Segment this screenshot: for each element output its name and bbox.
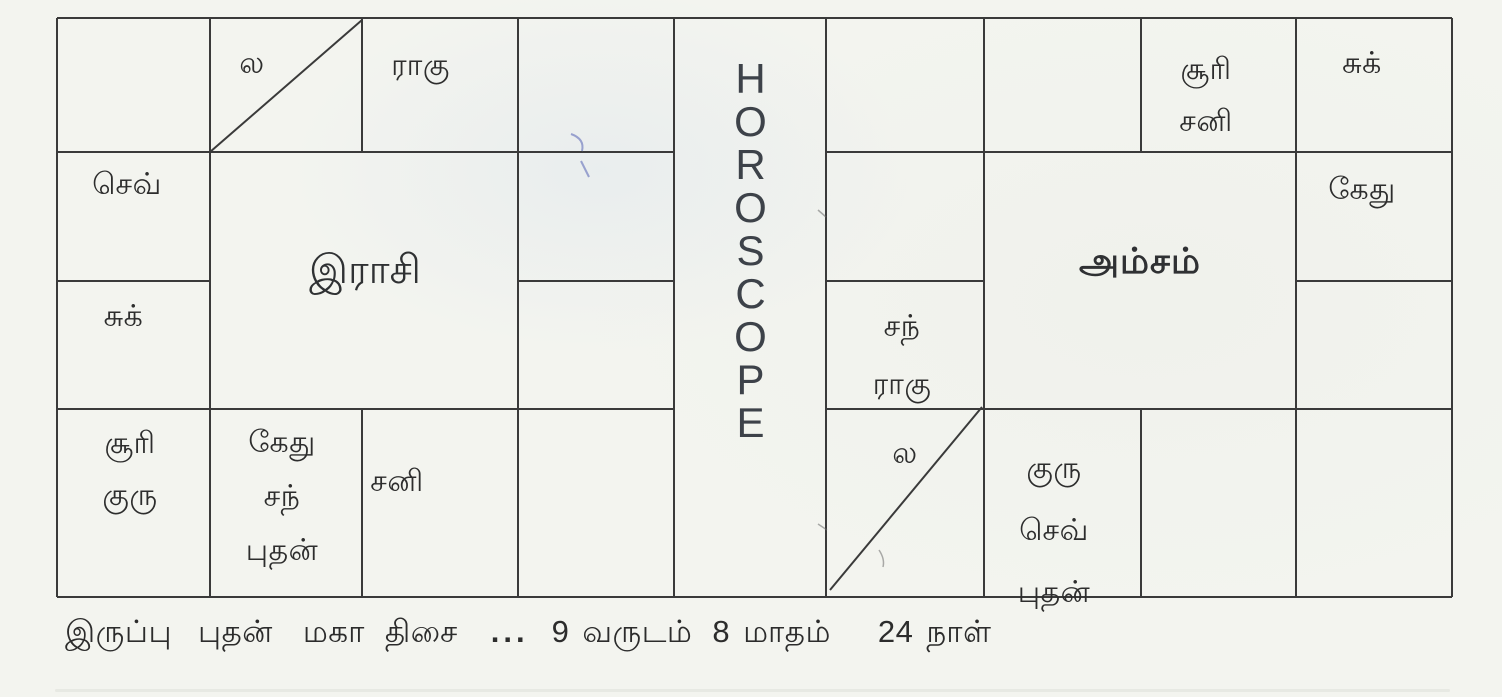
planet-label: சனி (1179, 105, 1233, 138)
pen-scribble-artifact (570, 133, 584, 152)
stray-mark-1 (817, 209, 827, 218)
amsam-chart-title: அம்சம் (1079, 240, 1201, 281)
pen-scribble-artifact-2 (580, 160, 590, 178)
footer-maha-label: மகா (302, 614, 365, 649)
rasi-cell-r1c3: ராகு (358, 46, 483, 86)
footer-months-unit: மாதம் (743, 614, 831, 649)
amsam-lagna-diagonal (829, 406, 983, 591)
scan-edge-streak (55, 689, 1450, 692)
horoscope-letter: O (734, 184, 768, 231)
planet-label: கேது (248, 426, 316, 459)
horoscope-letter: R (735, 141, 767, 188)
amsam-cell-r2c4: கேது (1306, 170, 1418, 210)
planet-label: கேது (1328, 173, 1396, 206)
rasi-cell-r4c2: கேது சந் புதன் (216, 416, 348, 578)
planet-label: புதன் (1017, 576, 1091, 609)
planet-label: செவ் (92, 168, 162, 201)
horoscope-letter: O (734, 313, 768, 360)
planet-label: சுக் (103, 300, 144, 333)
amsam-lagna-marker: ல (892, 437, 918, 470)
amsam-cell-r1c3: சூரி சனி (1152, 44, 1260, 148)
rasi-lagna-marker: ல (239, 47, 265, 80)
horoscope-letter: O (734, 98, 768, 145)
rasi-chart-title: இராசி (309, 248, 421, 292)
amsam-cell-r3c1: சந் ராகு (846, 298, 958, 414)
stray-mark-2 (817, 523, 828, 531)
rasi-cell-r3c1: சுக் (66, 297, 181, 337)
planet-label: குரு (102, 479, 158, 512)
footer-days-unit: நாள் (926, 614, 992, 649)
footer-years-unit: வருடம் (582, 614, 693, 649)
amsam-cell-r1c4: சுக் (1306, 44, 1418, 84)
horoscope-letter: S (736, 227, 766, 274)
horoscope-vertical-title: H O R O S C O P E (676, 57, 826, 444)
horoscope-letter: H (735, 55, 767, 102)
footer-dasa-planet: புதன் (198, 614, 273, 649)
planet-label: சூரி (104, 427, 156, 460)
planet-label: புதன் (245, 534, 319, 567)
rasi-cell-r2c1: செவ் (68, 165, 186, 205)
horoscope-letter: P (736, 356, 766, 403)
planet-label: சந் (883, 310, 921, 343)
rasi-lagna-diagonal (209, 19, 363, 153)
planet-label: குரு (1026, 452, 1082, 485)
footer-balance-label: இருப்பு (65, 614, 173, 649)
rasi-cell-r4c1: சூரி குரு (70, 418, 190, 522)
planet-label: செவ் (1019, 514, 1089, 547)
footer-months-value: 8 (712, 614, 731, 649)
horoscope-letter: C (735, 270, 767, 317)
planet-label: சனி (370, 465, 424, 498)
dasa-balance-line: இருப்பு புதன் மகா திசை ... 9 வருடம் 8 மா… (65, 611, 991, 653)
rasi-cell-r4c3: சனி (352, 462, 442, 502)
planet-label: ராகு (872, 368, 932, 401)
planet-label: சுக் (1342, 47, 1382, 80)
planet-label: சந் (263, 480, 301, 513)
planet-label: ராகு (391, 49, 450, 82)
stray-mark-3 (878, 549, 885, 568)
footer-days-value: 24 (877, 614, 914, 649)
footer-years-value: 9 (551, 614, 570, 649)
planet-label: சூரி (1180, 53, 1232, 86)
footer-dasa-label: திசை (384, 614, 458, 649)
horoscope-letter: E (736, 399, 766, 446)
footer-ellipsis: ... (490, 614, 529, 649)
amsam-cell-r4c2: குரு செவ் புதன் (996, 438, 1112, 624)
